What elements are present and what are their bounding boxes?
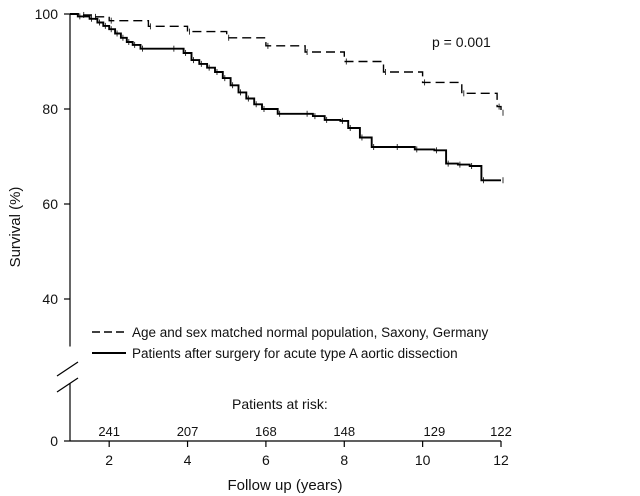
y-tick-label: 0 (50, 433, 58, 449)
axis-break-marker (56, 361, 79, 393)
risk-count: 122 (490, 424, 512, 439)
series-layer (70, 11, 504, 184)
risk-count: 148 (333, 424, 355, 439)
x-tick-label: 2 (105, 452, 113, 468)
legend-label-patients: Patients after surgery for acute type A … (132, 346, 458, 361)
y-tick-label: 60 (42, 196, 58, 212)
x-tick-label: 6 (262, 452, 270, 468)
p-value-annotation: p = 0.001 (432, 34, 491, 50)
risk-count: 207 (177, 424, 199, 439)
legend: Age and sex matched normal population, S… (92, 325, 488, 361)
y-tick-label: 100 (35, 6, 59, 22)
legend-label-normal-population: Age and sex matched normal population, S… (132, 325, 488, 340)
x-tick-label: 4 (184, 452, 192, 468)
x-axis-label: Follow up (years) (227, 477, 342, 494)
y-tick-label: 40 (42, 291, 58, 307)
y-axis-label: Survival (%) (7, 187, 24, 268)
y-tick-label: 80 (42, 101, 58, 117)
y-ticks: 0 40 60 80 100 (35, 6, 70, 449)
series-line-normal-population (70, 13, 502, 113)
x-tick-label: 10 (415, 452, 431, 468)
x-tick-label: 8 (340, 452, 348, 468)
x-ticks: 2 4 6 8 10 12 (105, 441, 509, 468)
risk-table-title: Patients at risk: (232, 396, 328, 412)
risk-count: 168 (255, 424, 277, 439)
risk-count: 129 (424, 424, 446, 439)
series-line-patients (70, 13, 501, 182)
risk-count: 241 (98, 424, 120, 439)
risk-table-values: 241 207 168 148 129 122 (98, 424, 512, 439)
x-tick-label: 12 (493, 452, 509, 468)
plot-area: 0 40 60 80 100 2 4 6 8 10 12 p = 0.001 Age and se… (7, 6, 512, 494)
